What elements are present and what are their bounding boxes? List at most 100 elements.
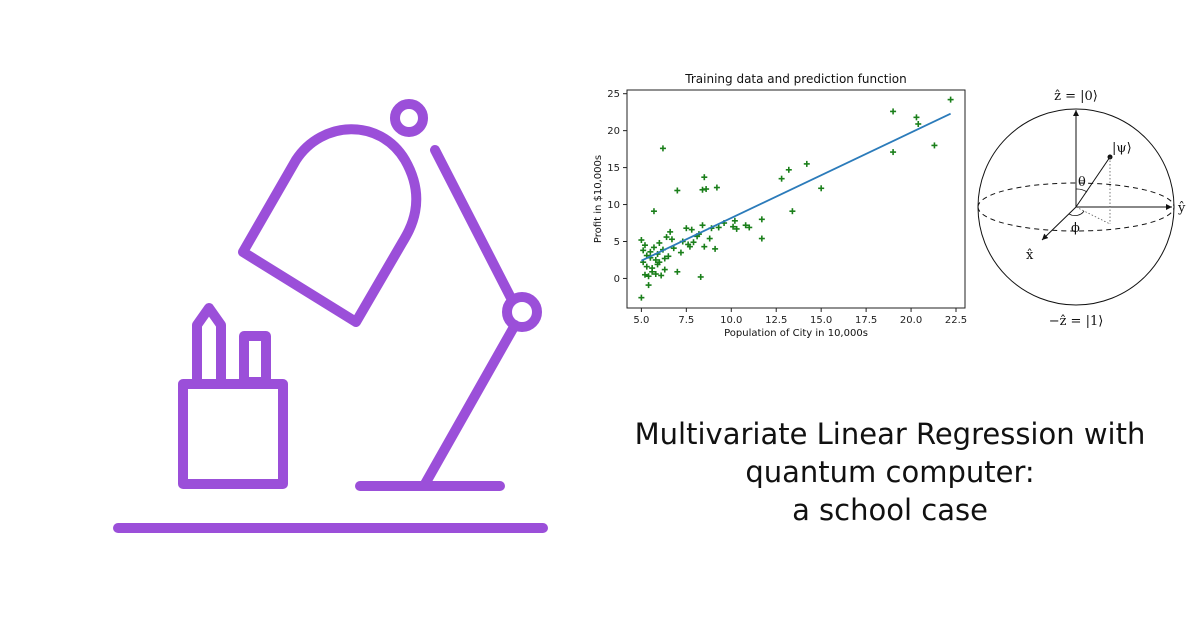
data-point (683, 225, 690, 232)
z-minus-label: −ẑ = |1⟩ (1049, 314, 1104, 329)
data-point (758, 235, 765, 242)
data-point (746, 224, 753, 231)
data-point (731, 217, 738, 224)
data-point (699, 222, 706, 229)
data-point (688, 226, 695, 233)
data-point (701, 243, 708, 250)
data-point (638, 237, 645, 244)
data-point (638, 294, 645, 301)
data-point (778, 175, 785, 182)
psi-projection-base (1075, 206, 1111, 225)
caption-line-3: a school case (792, 493, 988, 527)
data-point (640, 247, 647, 254)
x-tick-label: 7.5 (678, 315, 694, 326)
data-point (659, 145, 666, 152)
data-point (730, 223, 737, 230)
x-tick-label: 17.5 (855, 315, 877, 326)
data-point (931, 142, 938, 149)
theta-arc (1075, 188, 1088, 193)
data-point (785, 166, 792, 173)
phi-label: ϕ (1071, 221, 1080, 236)
psi-label: |ψ⟩ (1112, 141, 1132, 156)
desk-lamp-and-pencil-cup-icon (113, 99, 548, 533)
data-point (742, 222, 749, 229)
data-point (890, 108, 897, 115)
scatter-points (638, 96, 954, 301)
data-point (789, 208, 796, 215)
x-axis-label-bloch: x̂ (1026, 248, 1034, 263)
data-point (658, 272, 665, 279)
data-point (649, 265, 656, 272)
data-point (712, 245, 719, 252)
x-axis: 5.0 7.5 10.0 12.5 15.0 17.5 20.0 22.5 (633, 308, 967, 326)
bloch-sphere-diagram: ẑ = |0⟩ −ẑ = |1⟩ ŷ x̂ |ψ⟩ θ ϕ (977, 89, 1186, 329)
chart-title: Training data and prediction function (684, 72, 906, 86)
x-axis-label: Population of City in 10,000s (724, 328, 868, 339)
data-point (697, 273, 704, 280)
ruler (239, 331, 271, 387)
data-point (643, 263, 650, 270)
data-point (818, 185, 825, 192)
data-point (690, 239, 697, 246)
lamp-lower-arm (420, 320, 520, 489)
y-axis: 0 5 10 15 20 25 (607, 89, 627, 285)
y-tick-label: 10 (607, 200, 620, 211)
lamp-knob (390, 99, 428, 137)
pencil (192, 303, 226, 387)
data-point (647, 248, 654, 255)
y-tick-label: 0 (614, 274, 620, 285)
data-point (715, 224, 722, 231)
x-tick-label: 5.0 (633, 315, 649, 326)
pencil-cup (178, 379, 288, 489)
y-tick-label: 20 (607, 126, 620, 137)
data-point (890, 149, 897, 156)
data-point (668, 236, 675, 243)
data-point (915, 120, 922, 127)
data-point (641, 242, 648, 249)
phi-arc (1068, 210, 1085, 216)
y-tick-label: 15 (607, 163, 620, 174)
data-point (713, 184, 720, 191)
x-tick-label: 20.0 (900, 315, 922, 326)
y-axis-label: Profit in $10,000s (593, 155, 604, 243)
lamp-shade (238, 124, 422, 327)
x-tick-label: 12.5 (765, 315, 787, 326)
prediction-line-group (640, 112, 952, 262)
data-point (665, 253, 672, 260)
data-point (674, 187, 681, 194)
x-tick-label: 22.5 (945, 315, 967, 326)
plot-frame (626, 89, 966, 309)
caption-line-2: quantum computer: (745, 455, 1035, 489)
x-tick-label: 15.0 (810, 315, 832, 326)
data-point (701, 174, 708, 181)
z-plus-label: ẑ = |0⟩ (1054, 89, 1098, 104)
y-tick-label: 25 (607, 89, 620, 100)
equator-front (977, 206, 1175, 232)
y-axis-label-bloch: ŷ (1177, 201, 1186, 216)
psi-vector (1075, 156, 1111, 208)
data-point (703, 186, 710, 193)
data-point (650, 208, 657, 215)
data-point (667, 228, 674, 235)
data-point (645, 273, 652, 280)
x-tick-label: 10.0 (720, 315, 742, 326)
data-point (706, 235, 713, 242)
caption-line-1: Multivariate Linear Regression with (634, 417, 1146, 451)
theta-label: θ (1078, 175, 1086, 190)
lamp-upper-arm (430, 145, 517, 305)
data-point (656, 239, 663, 246)
data-point (652, 271, 659, 278)
data-point (947, 96, 954, 103)
data-point (656, 259, 663, 266)
data-point (686, 243, 693, 250)
data-point (733, 225, 740, 232)
data-point (758, 216, 765, 223)
equator-back (977, 182, 1175, 208)
data-point (650, 244, 657, 251)
data-point (674, 268, 681, 275)
data-point (645, 282, 652, 289)
x-axis-arrow (1041, 206, 1077, 241)
data-point (652, 256, 659, 263)
prediction-line (640, 112, 952, 262)
